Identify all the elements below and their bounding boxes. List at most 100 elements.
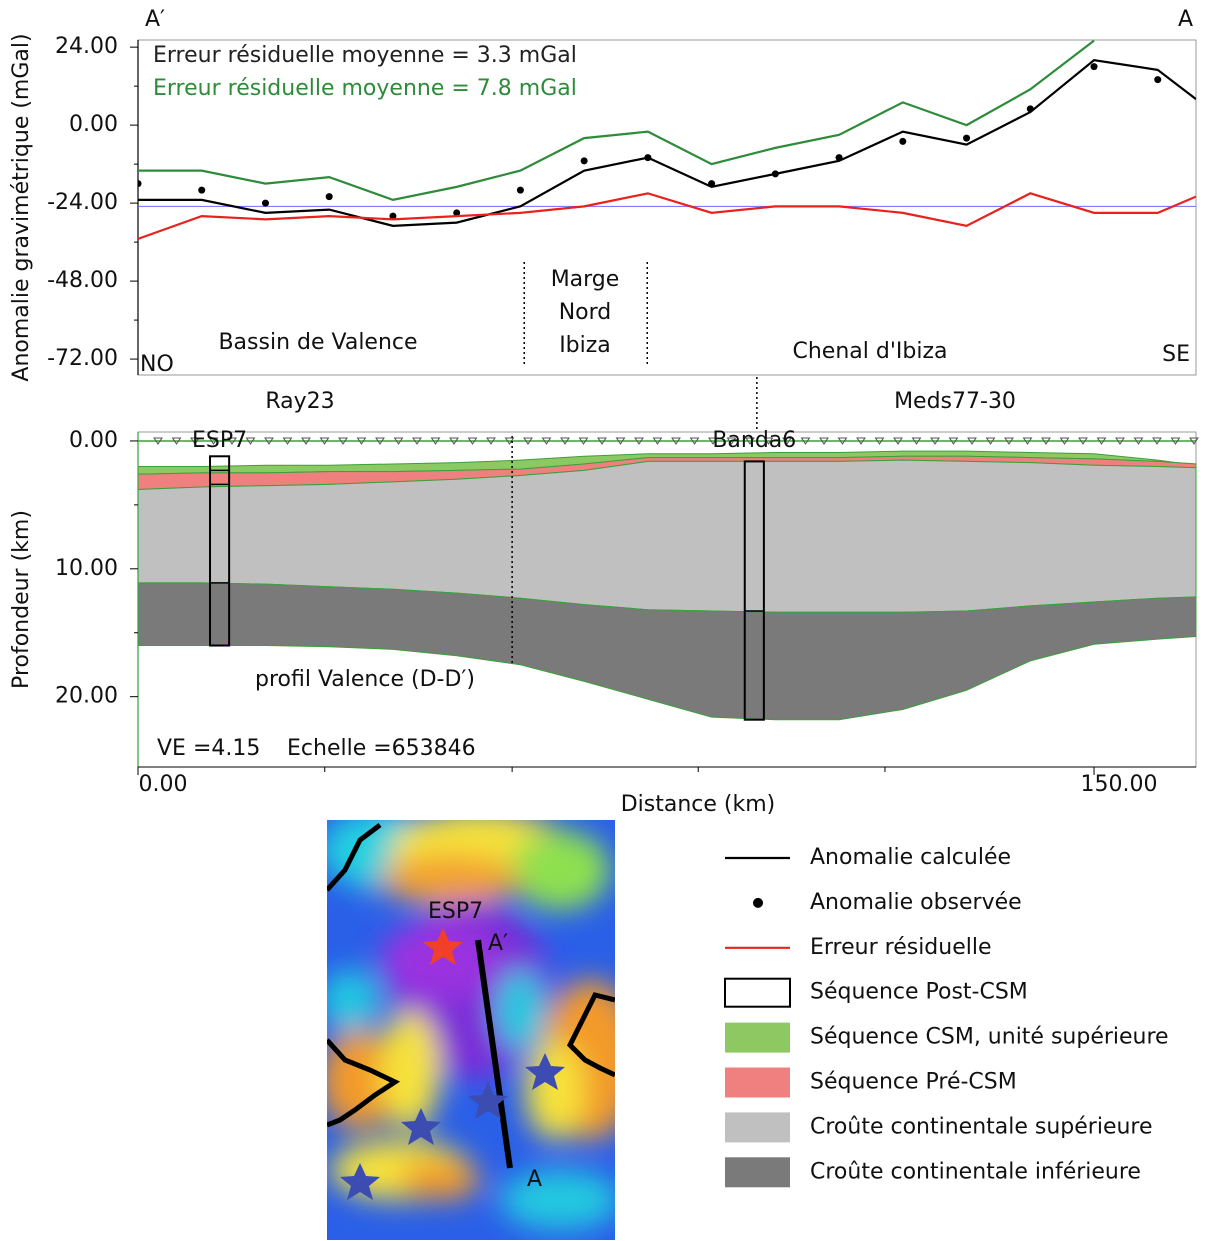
sea-marker [1096,437,1107,445]
sea-marker [1133,437,1144,445]
sea-marker [171,437,182,445]
series-group [138,40,1196,240]
sea-marker [338,437,348,445]
sea-marker [708,437,718,445]
well-label: Banda6 [712,428,796,453]
legend-box [724,977,791,1008]
map [327,820,615,1240]
region-label: Bassin de Valence [218,330,417,355]
sea-marker [800,437,811,445]
sea-marker [874,437,885,445]
sea-marker [1189,437,1199,445]
series-line [138,58,1196,227]
sea-marker [819,437,829,445]
sea-marker [523,437,533,445]
legend-label: Anomalie calculée [810,845,1011,870]
map-end-label: A [527,1167,542,1192]
y-tick-label: 0.00 [69,428,118,453]
map-start-label: A′ [488,931,508,956]
sea-marker [449,437,459,445]
y-tick-label: 24.00 [55,34,118,59]
legend-swatch [725,1157,790,1188]
y-tick-label: 20.00 [55,684,118,709]
y-tick-label: -72.00 [47,346,118,371]
corner-right: A [1178,7,1193,32]
sea-marker [504,437,515,445]
sea-marker [745,437,755,445]
series-dot [325,193,333,201]
region-label: Marge [551,267,620,292]
series-line [138,192,1196,240]
sea-marker [615,437,626,445]
sea-marker [1152,437,1162,445]
x-tick-label: 0.00 [139,772,188,797]
profile-label: Meds77-30 [894,389,1016,414]
sea-marker [578,437,589,445]
series-dot [1090,63,1098,71]
legend-label: Croûte continentale supérieure [810,1114,1153,1139]
sea-marker [227,437,237,445]
sea-marker [1004,437,1014,445]
sea-marker [1078,437,1088,445]
sea-marker [1041,437,1051,445]
y-tick-label: 10.00 [55,556,118,581]
sea-marker [856,437,866,445]
series-dot [516,186,524,194]
series-dot [963,134,971,142]
series-dot [771,170,779,178]
profile-label: profil Valence (D-D′) [255,667,475,692]
x-axis-label: Distance (km) [621,792,776,817]
profile-label: Ray23 [265,389,334,414]
legend-swatch [725,1022,790,1053]
well [209,455,231,647]
sea-marker [726,437,737,445]
legend-label: Séquence Pré-CSM [810,1070,1017,1095]
sea-marker [153,437,163,445]
legend-swatch [725,1112,790,1143]
series-dot [1154,76,1162,84]
y-tick-label: -48.00 [47,268,118,293]
sea-marker [208,437,219,445]
sea-marker [541,437,552,445]
region-label: Chenal d'Ibiza [793,339,948,364]
legend-label: Séquence CSM, unité supérieure [810,1025,1169,1050]
sea-marker [893,437,903,445]
corner-left: A′ [145,7,165,32]
region-label: Nord [559,300,612,325]
sea-marker [948,437,959,445]
sea-marker [671,437,681,445]
series-dot [708,180,716,188]
note: Echelle =653846 [287,736,476,761]
sea-marker [264,437,274,445]
sea-marker [782,437,792,445]
series-dot [138,180,142,188]
sea-marker [985,437,996,445]
series-dot [835,154,843,162]
error-label: Erreur résiduelle moyenne = 7.8 mGal [153,76,577,101]
series-dot [1026,105,1034,113]
sea-marker [1022,437,1033,445]
series-dot [580,157,588,165]
well-label: ESP7 [192,428,247,453]
x-tick-label: 150.00 [1081,772,1158,797]
sea-marker [930,437,940,445]
y-tick-label: -24.00 [47,190,118,215]
sea-marker [282,437,293,445]
series-dot [453,209,461,217]
sea-marker [245,437,256,445]
sea-marker [763,437,774,445]
sea-marker [393,437,404,445]
sea-marker [430,437,441,445]
sea-marker [837,437,848,445]
y-axis-label: Anomalie gravimétrique (mGal) [9,33,34,381]
series-dot [389,212,397,220]
note: VE =4.15 [157,736,260,761]
legend-label: Erreur résiduelle [810,935,992,960]
sea-marker [412,437,422,445]
region-label: Ibiza [559,333,611,358]
sea-marker [375,437,385,445]
sea-marker [560,437,570,445]
sea-marker [652,437,663,445]
y-axis-label: Profondeur (km) [9,510,34,689]
